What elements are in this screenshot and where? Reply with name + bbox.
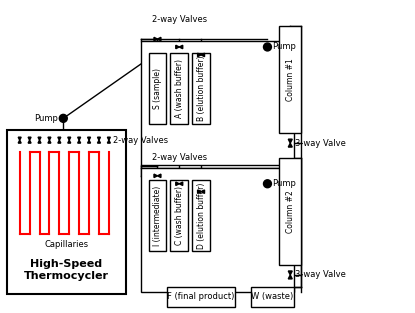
- Polygon shape: [58, 137, 61, 140]
- Polygon shape: [28, 137, 31, 140]
- Text: S (sample): S (sample): [153, 68, 162, 109]
- Bar: [170, 53, 188, 124]
- Polygon shape: [78, 140, 81, 143]
- Bar: [192, 180, 210, 251]
- Text: I (intermediate): I (intermediate): [153, 185, 162, 246]
- Text: 3-way Valve: 3-way Valve: [295, 270, 346, 280]
- Text: F (final product): F (final product): [167, 292, 235, 301]
- Circle shape: [59, 114, 67, 122]
- Polygon shape: [107, 140, 110, 143]
- Polygon shape: [18, 140, 21, 143]
- Polygon shape: [154, 174, 157, 177]
- Text: 2-way Valves: 2-way Valves: [152, 153, 207, 162]
- Text: 2-way Valves: 2-way Valves: [113, 136, 168, 145]
- Bar: [170, 180, 188, 251]
- Polygon shape: [179, 45, 183, 49]
- Bar: [167, 287, 235, 307]
- Polygon shape: [48, 140, 51, 143]
- Polygon shape: [38, 137, 41, 140]
- Polygon shape: [68, 137, 71, 140]
- Bar: [141, 168, 294, 292]
- Text: D (elution buffer): D (elution buffer): [197, 182, 205, 249]
- Text: Column #1: Column #1: [286, 58, 295, 101]
- Bar: [251, 287, 294, 307]
- Text: 2-way Valves: 2-way Valves: [152, 15, 207, 24]
- Polygon shape: [38, 140, 41, 143]
- Text: 3-way Valve: 3-way Valve: [295, 139, 346, 148]
- Text: B (elution buffer): B (elution buffer): [197, 56, 205, 121]
- Bar: [149, 180, 166, 251]
- Circle shape: [264, 180, 271, 188]
- Text: Pump: Pump: [272, 43, 296, 51]
- Bar: [7, 130, 126, 294]
- Text: A (wash buffer): A (wash buffer): [175, 59, 184, 118]
- Text: Capillaries: Capillaries: [44, 240, 88, 249]
- Polygon shape: [157, 174, 161, 177]
- Polygon shape: [78, 137, 81, 140]
- Polygon shape: [176, 182, 179, 186]
- Text: W (waste): W (waste): [251, 292, 293, 301]
- Text: Pump: Pump: [34, 114, 59, 123]
- Text: Pump: Pump: [272, 179, 296, 188]
- Bar: [279, 158, 301, 265]
- Bar: [279, 26, 301, 133]
- Text: High-Speed: High-Speed: [30, 259, 103, 269]
- Text: Thermocycler: Thermocycler: [24, 271, 109, 281]
- Polygon shape: [288, 271, 292, 275]
- Polygon shape: [179, 182, 183, 186]
- Polygon shape: [176, 45, 179, 49]
- Polygon shape: [288, 275, 292, 279]
- Polygon shape: [88, 137, 90, 140]
- Polygon shape: [58, 140, 61, 143]
- Bar: [141, 41, 294, 165]
- Polygon shape: [88, 140, 90, 143]
- Polygon shape: [288, 139, 292, 143]
- Polygon shape: [107, 137, 110, 140]
- Polygon shape: [48, 137, 51, 140]
- Polygon shape: [98, 137, 100, 140]
- Polygon shape: [201, 53, 205, 57]
- Polygon shape: [288, 143, 292, 147]
- Polygon shape: [201, 190, 205, 193]
- Polygon shape: [28, 140, 31, 143]
- Polygon shape: [68, 140, 71, 143]
- Polygon shape: [18, 137, 21, 140]
- Text: C (wash buffer): C (wash buffer): [175, 186, 184, 245]
- Bar: [192, 53, 210, 124]
- Polygon shape: [198, 53, 201, 57]
- Polygon shape: [98, 140, 100, 143]
- Polygon shape: [154, 37, 157, 41]
- Polygon shape: [198, 190, 201, 193]
- Polygon shape: [157, 37, 161, 41]
- Text: Column #2: Column #2: [286, 190, 295, 233]
- Bar: [149, 53, 166, 124]
- Circle shape: [264, 43, 271, 51]
